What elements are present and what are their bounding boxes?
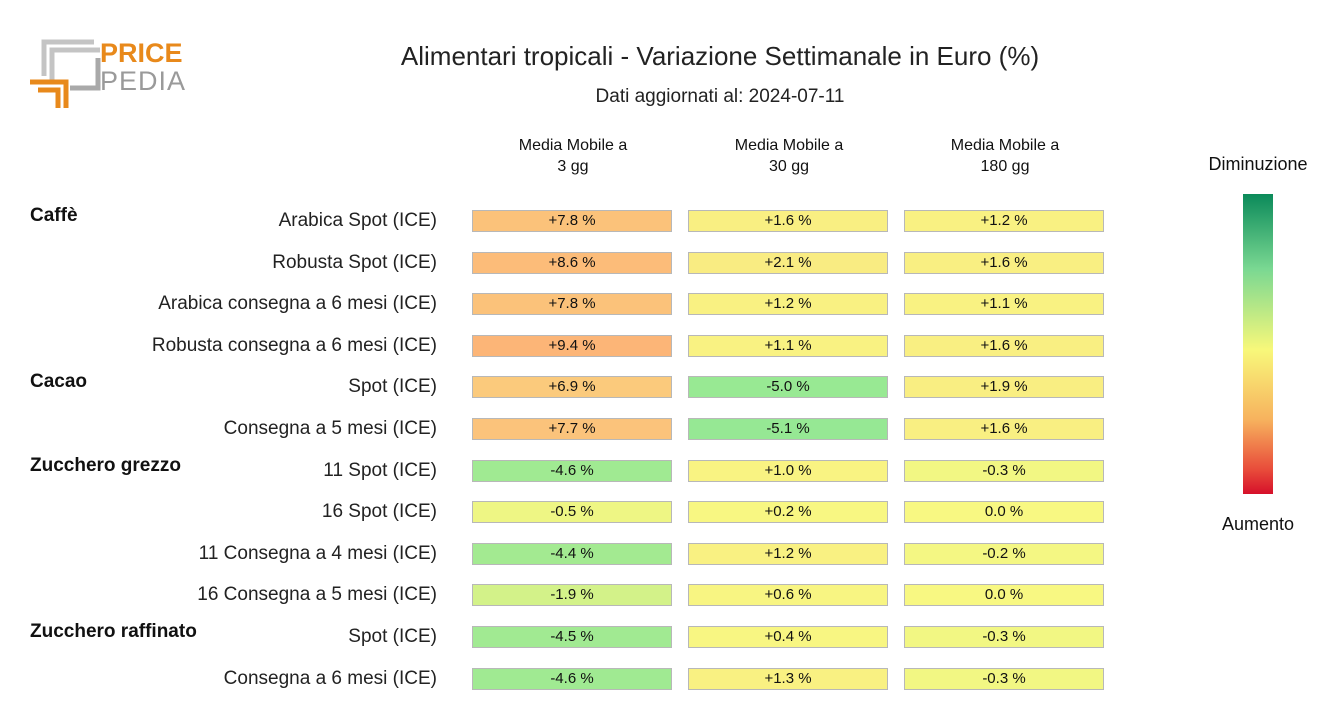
row-label: Robusta consegna a 6 mesi (ICE) xyxy=(151,334,437,356)
row-label: Arabica Spot (ICE) xyxy=(278,210,437,231)
row-label: Consegna a 6 mesi (ICE) xyxy=(223,667,437,689)
heatmap-cell: +1.6 % xyxy=(904,251,1104,274)
legend-bottom-label: Aumento xyxy=(1221,514,1295,534)
column-header-3gg: Media Mobile a 3 gg xyxy=(518,137,628,175)
heatmap-cell: +1.6 % xyxy=(904,334,1104,357)
legend-top-label: Diminuzione xyxy=(1208,154,1308,174)
chart-title: Alimentari tropicali - Variazione Settim… xyxy=(400,41,1040,71)
heatmap-cell: -0.3 % xyxy=(904,626,1104,648)
heatmap-cell: +0.6 % xyxy=(688,584,888,607)
chart-subtitle: Dati aggiornati al: 2024-07-11 xyxy=(595,86,845,107)
heatmap-cell: +1.1 % xyxy=(688,334,888,357)
heatmap-cell: +1.9 % xyxy=(904,376,1104,399)
heatmap-cell: +2.1 % xyxy=(688,251,888,274)
heatmap-cell: -5.1 % xyxy=(688,418,888,440)
row-label: 11 Spot (ICE) xyxy=(323,459,437,481)
row-label: 16 Consegna a 5 mesi (ICE) xyxy=(197,584,437,606)
heatmap-cell: +1.6 % xyxy=(904,418,1104,440)
heatmap-cell: -4.5 % xyxy=(472,626,672,648)
column-header-180gg: Media Mobile a 180 gg xyxy=(950,137,1060,175)
heatmap-cell: +1.2 % xyxy=(688,293,888,316)
heatmap-cell: -4.6 % xyxy=(472,459,672,482)
row-label: Consegna a 5 mesi (ICE) xyxy=(223,418,437,439)
row-label: 16 Spot (ICE) xyxy=(321,501,437,523)
row-label: Robusta Spot (ICE) xyxy=(272,251,437,273)
heatmap-cell: +6.9 % xyxy=(472,376,672,399)
pricepedia-logo: PRICE PEDIA xyxy=(30,38,186,108)
heatmap-cell: -0.3 % xyxy=(904,459,1104,482)
heatmap-cell: +1.0 % xyxy=(688,459,888,482)
heatmap-cell: +9.4 % xyxy=(472,334,672,357)
heatmap-cell: 0.0 % xyxy=(904,501,1104,524)
heatmap-cell: +1.2 % xyxy=(904,210,1104,232)
column-header-30gg: Media Mobile a 30 gg xyxy=(734,137,844,175)
row-label: Spot (ICE) xyxy=(348,376,437,398)
heatmap-cell: 0.0 % xyxy=(904,584,1104,607)
heatmap-cell: +7.8 % xyxy=(472,293,672,316)
heatmap-cell: -4.6 % xyxy=(472,667,672,690)
heatmap-cell: +1.1 % xyxy=(904,293,1104,316)
heatmap-cell: +7.8 % xyxy=(472,210,672,232)
logo-word-pedia: PEDIA xyxy=(100,66,186,96)
heatmap-cell: -0.5 % xyxy=(472,501,672,524)
heatmap-cell: -0.3 % xyxy=(904,667,1104,690)
heatmap-cell: -0.2 % xyxy=(904,542,1104,565)
legend-color-scale xyxy=(1243,194,1273,494)
heatmap-cell: +0.4 % xyxy=(688,626,888,648)
group-label-zucchero-grezzo: Zucchero grezzo xyxy=(30,454,181,476)
row-label: Arabica consegna a 6 mesi (ICE) xyxy=(158,293,437,315)
group-label-cacao: Cacao xyxy=(30,371,88,393)
group-label-zucchero-raffinato: Zucchero raffinato xyxy=(30,621,197,642)
heatmap-cell: -5.0 % xyxy=(688,376,888,399)
row-label: Spot (ICE) xyxy=(348,626,437,647)
row-label: 11 Consegna a 4 mesi (ICE) xyxy=(198,542,437,564)
heatmap-cell: +0.2 % xyxy=(688,501,888,524)
heatmap-cell: -4.4 % xyxy=(472,542,672,565)
group-label-caffe: Caffè xyxy=(30,205,78,226)
heatmap-cell: +8.6 % xyxy=(472,251,672,274)
logo-word-price: PRICE xyxy=(100,38,183,68)
heatmap-cell: -1.9 % xyxy=(472,584,672,607)
heatmap-cell: +1.3 % xyxy=(688,667,888,690)
heatmap-cell: +1.6 % xyxy=(688,210,888,232)
heatmap-cell: +7.7 % xyxy=(472,418,672,440)
heatmap-cell: +1.2 % xyxy=(688,542,888,565)
